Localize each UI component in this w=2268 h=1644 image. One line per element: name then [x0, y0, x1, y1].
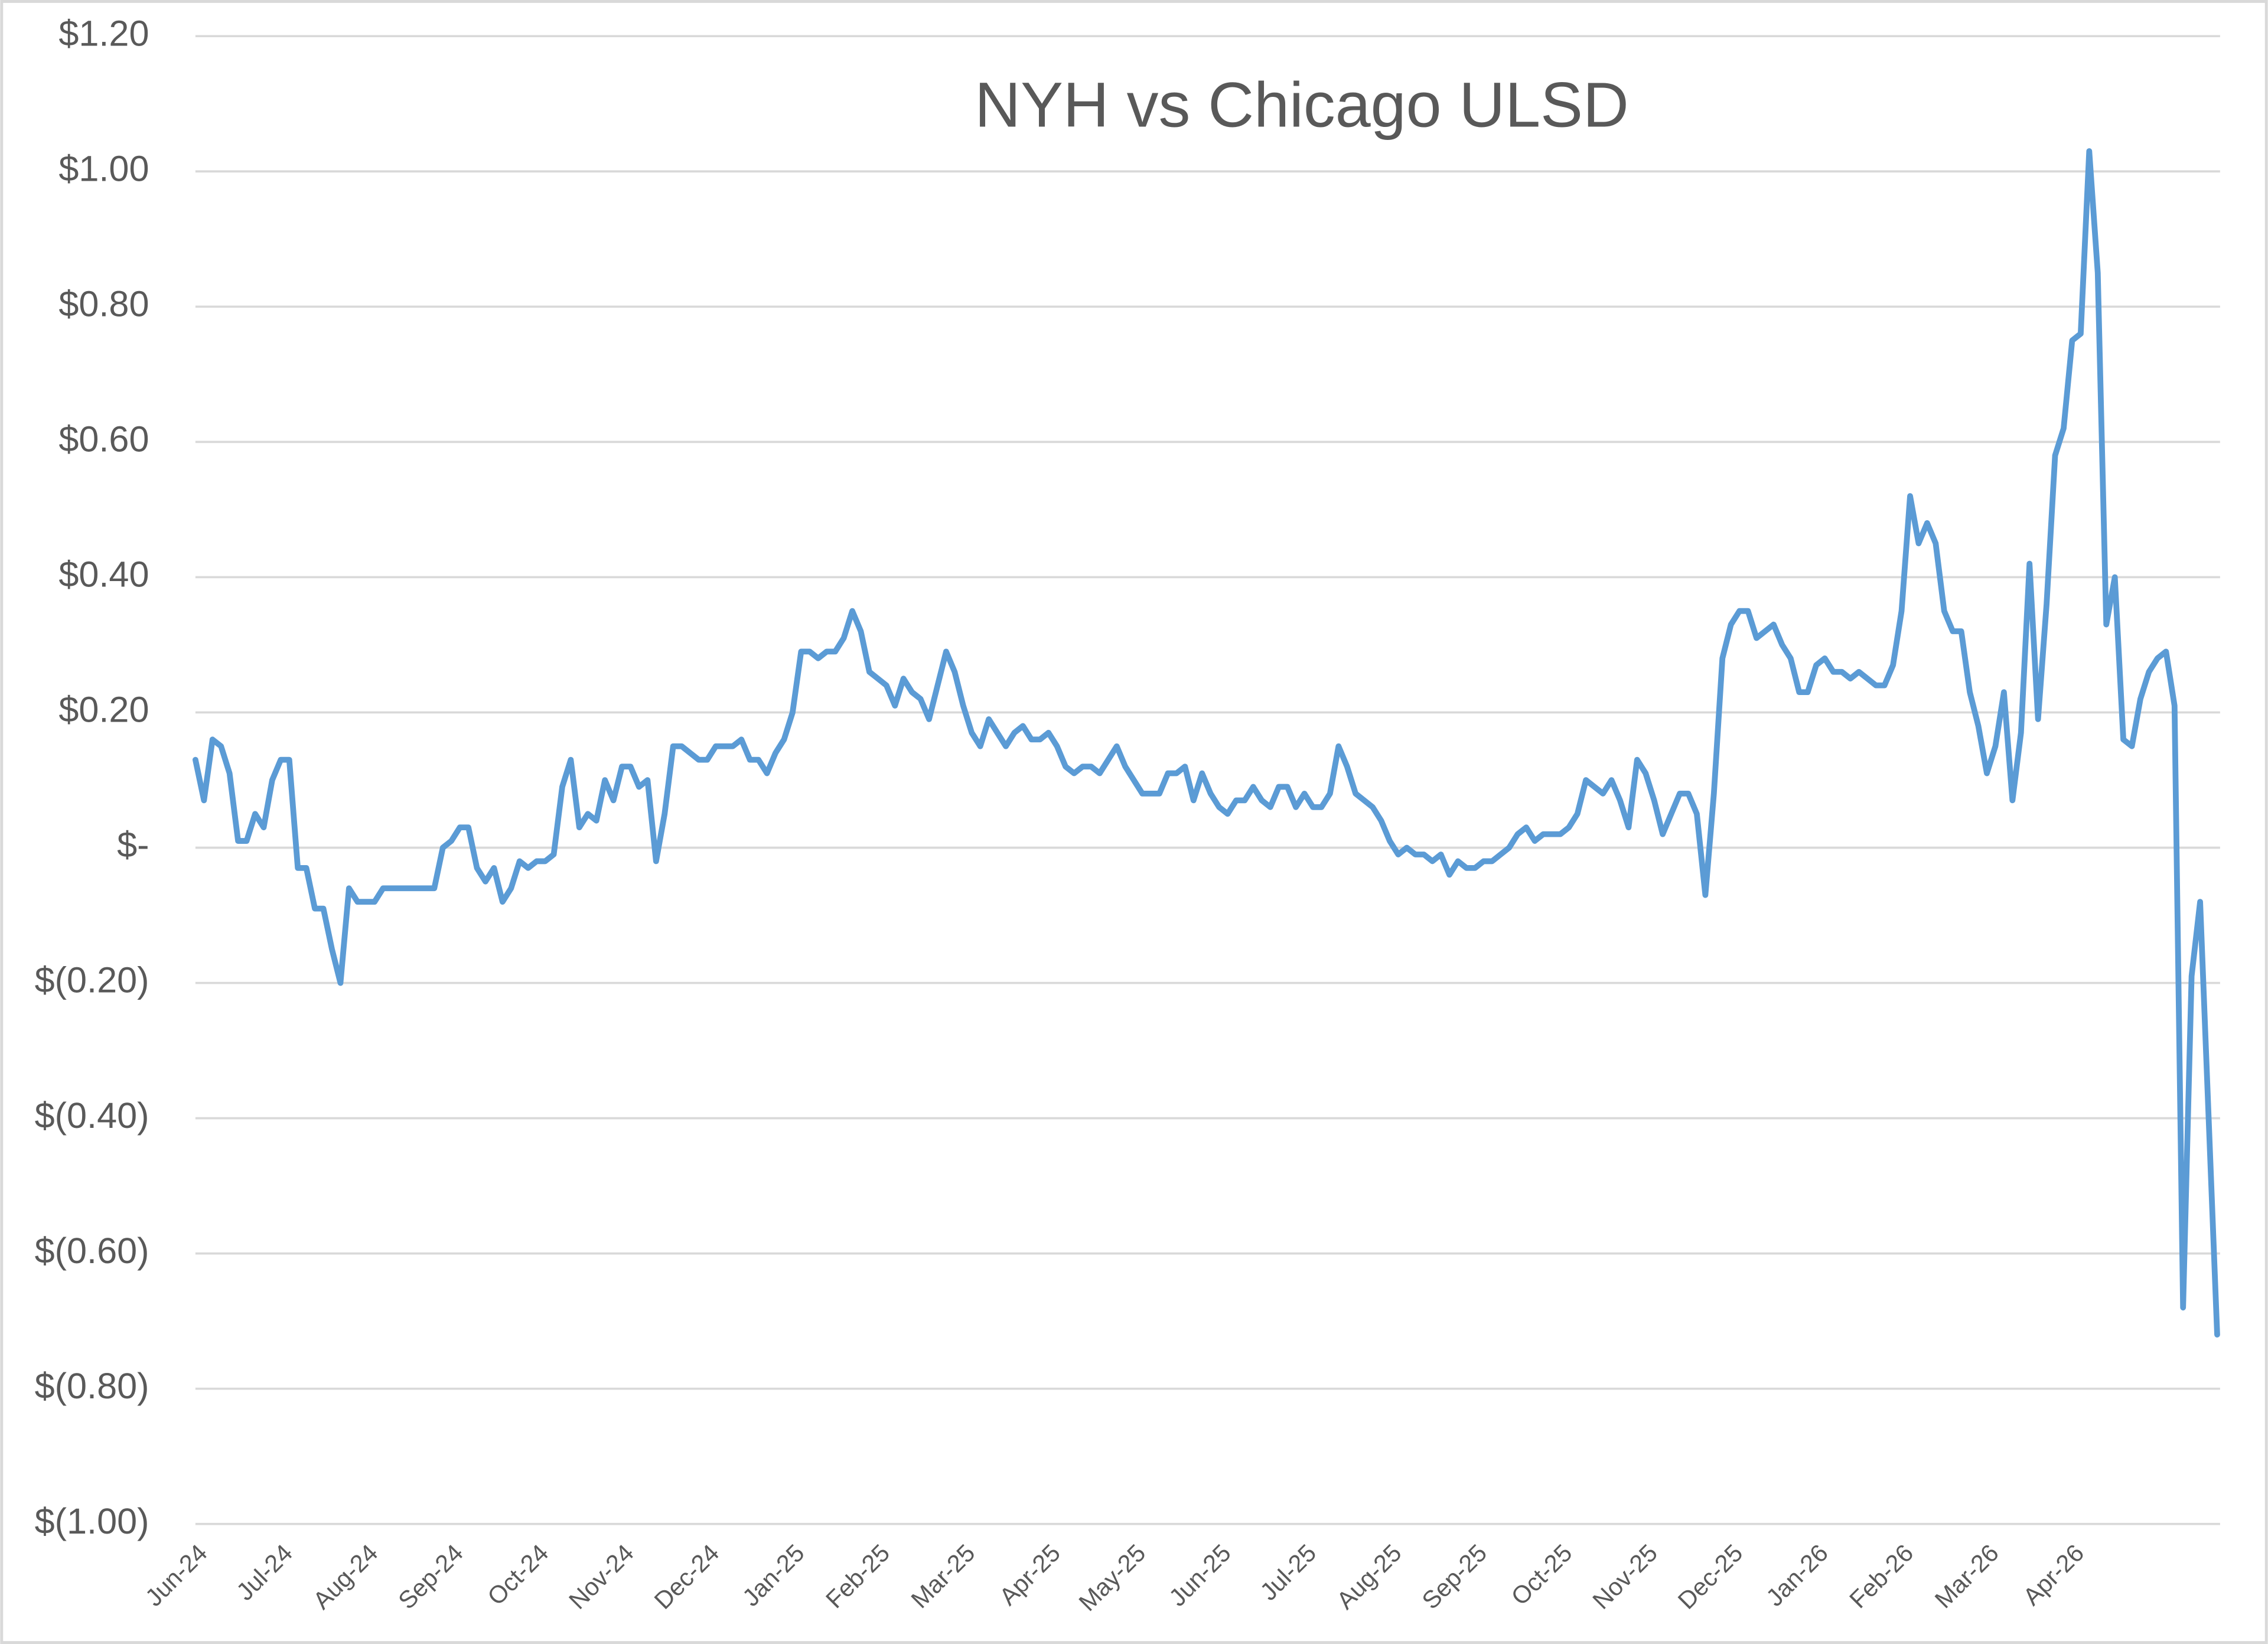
- y-tick-label: $(0.80): [35, 1366, 149, 1406]
- y-tick-label: $0.60: [58, 419, 149, 459]
- y-tick-label: $(0.20): [35, 960, 149, 1000]
- data-line: [192, 148, 2220, 1338]
- y-tick-label: $1.20: [58, 13, 149, 53]
- y-tick-label: $-: [117, 825, 149, 865]
- y-tick-label: $(0.40): [35, 1095, 149, 1136]
- chart-title: NYH vs Chicago ULSD: [975, 69, 1628, 141]
- y-axis: $(1.00) $(0.80) $(0.60) $(0.40) $(0.20) $- $0.…: [35, 13, 149, 1541]
- y-tick-label: $1.00: [58, 148, 149, 188]
- plot: [192, 148, 2220, 1338]
- y-tick-label: $(1.00): [35, 1501, 149, 1541]
- y-tick-label: $(0.60): [35, 1231, 149, 1271]
- y-tick-label: $0.20: [58, 690, 149, 730]
- y-tick-label: $0.40: [58, 554, 149, 595]
- y-tick-label: $0.80: [58, 283, 149, 324]
- grid: [195, 35, 2220, 1525]
